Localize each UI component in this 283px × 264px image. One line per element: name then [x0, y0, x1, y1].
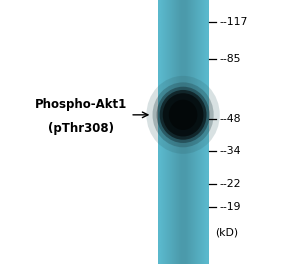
Ellipse shape	[163, 93, 203, 136]
Text: --34: --34	[219, 146, 241, 156]
Text: Phospho-Akt1: Phospho-Akt1	[35, 98, 127, 111]
Text: (kD): (kD)	[215, 227, 238, 237]
Ellipse shape	[160, 90, 207, 140]
Text: --117: --117	[219, 17, 248, 27]
Text: --48: --48	[219, 114, 241, 124]
Text: --19: --19	[219, 202, 241, 212]
Ellipse shape	[146, 76, 220, 154]
Text: --85: --85	[219, 54, 241, 64]
Text: (pThr308): (pThr308)	[48, 121, 114, 135]
Ellipse shape	[169, 100, 197, 130]
Ellipse shape	[156, 87, 210, 143]
Ellipse shape	[153, 82, 214, 147]
Text: --22: --22	[219, 179, 241, 189]
